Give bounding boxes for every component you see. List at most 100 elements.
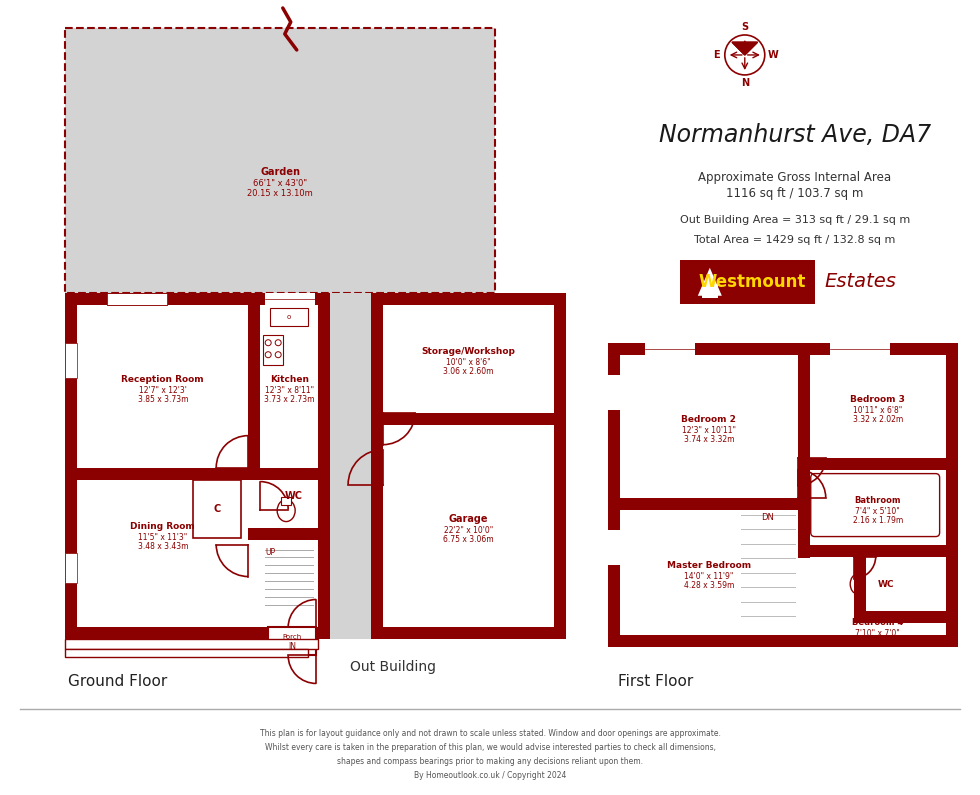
Text: Estates: Estates: [825, 272, 897, 291]
Text: IN: IN: [288, 642, 296, 651]
Polygon shape: [698, 268, 722, 296]
Bar: [108, 293, 168, 304]
Bar: [809, 470, 946, 545]
Bar: [371, 293, 383, 639]
Text: Storage/Workshop: Storage/Workshop: [421, 347, 515, 356]
Bar: [620, 355, 946, 635]
Bar: [66, 650, 308, 657]
Bar: [318, 467, 330, 528]
Bar: [66, 553, 77, 583]
Bar: [854, 611, 946, 623]
Text: 12'7" x 12'3': 12'7" x 12'3': [139, 386, 187, 394]
Text: Total Area = 1429 sq ft / 132.8 sq m: Total Area = 1429 sq ft / 132.8 sq m: [694, 235, 896, 245]
Text: S: S: [741, 22, 749, 32]
Bar: [281, 497, 291, 505]
Text: o: o: [287, 314, 291, 320]
Text: 6.75 x 3.06m: 6.75 x 3.06m: [443, 534, 494, 544]
Text: 3.74 x 3.32m: 3.74 x 3.32m: [684, 435, 734, 444]
Bar: [608, 343, 620, 647]
Text: WC: WC: [285, 491, 303, 501]
Bar: [608, 343, 957, 355]
Text: 3.06 x 2.60m: 3.06 x 2.60m: [443, 367, 494, 376]
Bar: [830, 343, 890, 355]
Text: 12'3" x 8'11": 12'3" x 8'11": [265, 386, 314, 394]
Text: WC: WC: [877, 580, 894, 588]
Text: E: E: [713, 50, 720, 60]
Text: 10'0" x 8'6": 10'0" x 8'6": [446, 359, 491, 367]
Text: Out Building: Out Building: [350, 661, 436, 674]
Bar: [264, 335, 283, 365]
Bar: [608, 374, 620, 409]
Text: 2.38 x 2.13m: 2.38 x 2.13m: [853, 638, 903, 647]
Text: 3.73 x 2.73m: 3.73 x 2.73m: [264, 394, 315, 404]
Bar: [854, 556, 946, 611]
Text: DN: DN: [761, 513, 774, 522]
Bar: [260, 479, 318, 528]
Text: Dining Room: Dining Room: [130, 522, 195, 531]
Text: 7'4" x 5'10": 7'4" x 5'10": [856, 506, 900, 516]
Text: Garden: Garden: [260, 168, 300, 177]
Text: W: W: [767, 50, 778, 60]
Bar: [608, 529, 620, 564]
Text: Out Building Area = 313 sq ft / 29.1 sq m: Out Building Area = 313 sq ft / 29.1 sq …: [679, 215, 909, 225]
Bar: [798, 343, 809, 557]
Bar: [738, 510, 798, 635]
FancyBboxPatch shape: [810, 474, 940, 537]
Text: Bedroom 3: Bedroom 3: [851, 394, 906, 404]
Bar: [248, 467, 318, 479]
Text: Ground Floor: Ground Floor: [69, 674, 168, 689]
Polygon shape: [732, 42, 758, 55]
Text: Westmount: Westmount: [699, 273, 806, 291]
Text: UP: UP: [266, 548, 275, 556]
Text: Garage: Garage: [449, 514, 488, 524]
Bar: [266, 293, 316, 304]
Text: Porch: Porch: [282, 634, 302, 641]
Bar: [645, 343, 695, 355]
Text: Bedroom 2: Bedroom 2: [681, 415, 736, 424]
Bar: [383, 304, 554, 627]
Bar: [248, 293, 260, 479]
Bar: [248, 528, 318, 540]
Text: Master Bedroom: Master Bedroom: [666, 561, 751, 570]
Bar: [371, 413, 565, 425]
Bar: [371, 627, 565, 639]
Bar: [798, 458, 957, 470]
Text: 20.15 x 13.10m: 20.15 x 13.10m: [247, 189, 313, 198]
Text: 2.16 x 1.79m: 2.16 x 1.79m: [853, 516, 903, 525]
Bar: [946, 343, 957, 647]
Bar: [270, 308, 308, 326]
Bar: [66, 639, 318, 650]
Text: C: C: [214, 503, 220, 514]
Text: 3.85 x 3.73m: 3.85 x 3.73m: [137, 394, 188, 404]
Bar: [66, 627, 330, 639]
Bar: [554, 293, 565, 639]
Text: This plan is for layout guidance only and not drawn to scale unless stated. Wind: This plan is for layout guidance only an…: [260, 729, 720, 780]
Bar: [260, 540, 318, 627]
Text: N: N: [741, 78, 749, 88]
Text: 1116 sq ft / 103.7 sq m: 1116 sq ft / 103.7 sq m: [726, 188, 863, 200]
Text: 10'11" x 6'8": 10'11" x 6'8": [853, 405, 903, 415]
Text: 22'2" x 10'0": 22'2" x 10'0": [444, 525, 493, 534]
Bar: [318, 293, 383, 639]
Text: 14'0" x 11'9": 14'0" x 11'9": [684, 572, 733, 581]
Bar: [608, 635, 957, 647]
Bar: [269, 627, 317, 655]
Text: First Floor: First Floor: [618, 674, 693, 689]
Text: Approximate Gross Internal Area: Approximate Gross Internal Area: [698, 172, 892, 184]
Polygon shape: [732, 42, 758, 55]
Bar: [809, 623, 946, 635]
Bar: [608, 498, 809, 510]
Bar: [854, 545, 865, 611]
Text: Bathroom: Bathroom: [855, 495, 901, 505]
Text: Bedroom 4: Bedroom 4: [852, 618, 904, 627]
Bar: [66, 343, 77, 378]
Text: Normanhurst Ave, DA7: Normanhurst Ave, DA7: [659, 123, 931, 147]
Bar: [193, 479, 241, 537]
Text: Reception Room: Reception Room: [122, 374, 204, 384]
Text: 3.32 x 2.02m: 3.32 x 2.02m: [853, 415, 903, 424]
Bar: [66, 293, 77, 639]
Text: 12'3" x 10'11": 12'3" x 10'11": [682, 425, 736, 435]
Bar: [702, 284, 717, 298]
Text: 66'1" x 43'0": 66'1" x 43'0": [253, 179, 308, 188]
Bar: [66, 28, 495, 293]
